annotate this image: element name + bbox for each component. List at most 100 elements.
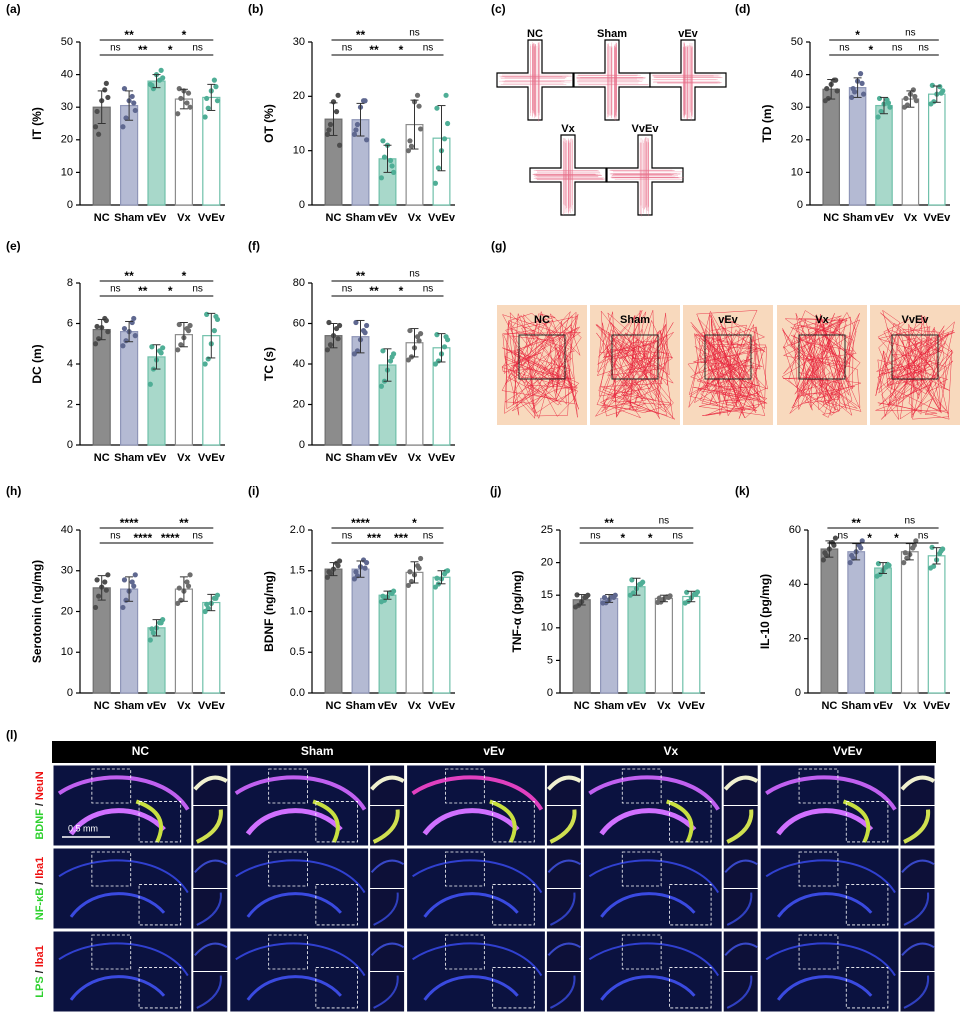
data-point — [132, 333, 138, 339]
row-label: BDNF / NeuN — [34, 771, 46, 839]
x-tick-label: NC — [823, 212, 839, 224]
stain-name: Iba1 — [34, 857, 46, 879]
roi-box — [492, 967, 535, 1009]
micrograph — [759, 847, 900, 930]
data-point — [389, 354, 395, 360]
y-axis-label: IL-10 (pg/mg) — [758, 574, 772, 649]
y-axis-label: TNF-α (pg/mg) — [510, 570, 524, 652]
arena-label: Sham — [620, 314, 650, 326]
y-tick-label: 10 — [61, 646, 73, 658]
data-point — [414, 92, 421, 98]
micrograph — [52, 847, 193, 930]
error-bar — [152, 619, 161, 637]
x-tick-label: vEv — [627, 700, 647, 712]
data-point — [407, 569, 413, 575]
sig-label: ** — [138, 284, 148, 298]
roi-box — [445, 851, 485, 887]
tissue — [235, 942, 366, 977]
tissue — [599, 808, 697, 836]
data-point — [123, 338, 129, 344]
panel-label: (b) — [248, 2, 263, 16]
x-tick-label: Sham — [346, 212, 376, 224]
data-point — [938, 90, 944, 96]
tissue — [776, 892, 873, 918]
roi-box — [315, 884, 358, 926]
y-tick-label: 50 — [61, 36, 73, 48]
data-point — [324, 574, 331, 580]
tissue — [194, 859, 228, 873]
error-bar — [97, 575, 106, 601]
y-tick-label: 0 — [67, 687, 73, 699]
bar — [572, 599, 591, 694]
error-bar — [879, 562, 887, 574]
y-axis-label: BDNF (ng/mg) — [262, 571, 276, 652]
y-tick-label: 2 — [67, 398, 73, 410]
sig-label: ns — [659, 516, 670, 527]
inset — [545, 971, 582, 1013]
x-tick-label: Sham — [114, 212, 144, 224]
x-tick-label: Vx — [177, 452, 191, 464]
sig-label: * — [868, 43, 873, 57]
y-tick-label: 20 — [61, 605, 73, 617]
error-bar — [410, 561, 419, 584]
sig-label: ns — [905, 516, 916, 527]
data-point — [121, 325, 128, 332]
sig-label: ns — [423, 43, 434, 54]
maze-label: Vx — [561, 123, 575, 135]
tissue — [903, 975, 930, 1009]
x-tick-label: Vx — [904, 212, 918, 224]
data-point — [184, 100, 190, 106]
data-point — [362, 330, 368, 336]
error-bar — [207, 83, 216, 111]
x-tick-label: Sham — [841, 700, 871, 712]
data-point — [327, 121, 334, 128]
roi-box — [268, 768, 308, 804]
data-point — [94, 323, 100, 330]
bar — [847, 551, 866, 694]
data-point — [938, 548, 944, 554]
y-tick-label: 10 — [541, 622, 553, 634]
data-point — [929, 544, 935, 550]
micrograph — [759, 930, 900, 1013]
sig-label: * — [855, 28, 860, 42]
data-point — [205, 605, 211, 612]
y-tick-label: 0 — [797, 199, 803, 211]
maze-label: Sham — [597, 28, 627, 40]
data-point — [336, 558, 343, 564]
data-point — [105, 572, 111, 578]
data-point — [434, 575, 440, 581]
data-point — [185, 328, 192, 334]
tissue — [412, 859, 543, 894]
track — [532, 138, 606, 216]
error-bar — [383, 348, 392, 382]
data-point — [187, 104, 193, 110]
data-point — [178, 95, 184, 102]
error-bar — [577, 594, 586, 606]
tissue — [193, 775, 228, 791]
data-point — [405, 582, 412, 589]
error-bar — [383, 144, 392, 173]
data-point — [94, 577, 100, 583]
data-point — [901, 560, 907, 566]
sig-label: ns — [342, 531, 353, 542]
track — [576, 42, 649, 121]
data-point — [131, 100, 137, 106]
data-point — [684, 589, 690, 595]
error-bar — [125, 576, 134, 602]
data-point — [335, 336, 341, 342]
data-point — [211, 328, 217, 334]
x-tick-label: vEv — [378, 452, 398, 464]
sig-label: * — [182, 269, 187, 283]
data-point — [121, 86, 128, 92]
roi-box — [845, 967, 889, 1009]
data-point — [94, 108, 100, 115]
bar — [820, 548, 839, 694]
data-point — [858, 545, 864, 551]
center-zone — [891, 334, 939, 380]
marker-name: NF-κB — [34, 888, 46, 920]
micrograph — [229, 930, 370, 1013]
tissue — [726, 975, 753, 1009]
x-tick-label: NC — [326, 212, 342, 224]
x-tick-label: Sham — [114, 700, 144, 712]
